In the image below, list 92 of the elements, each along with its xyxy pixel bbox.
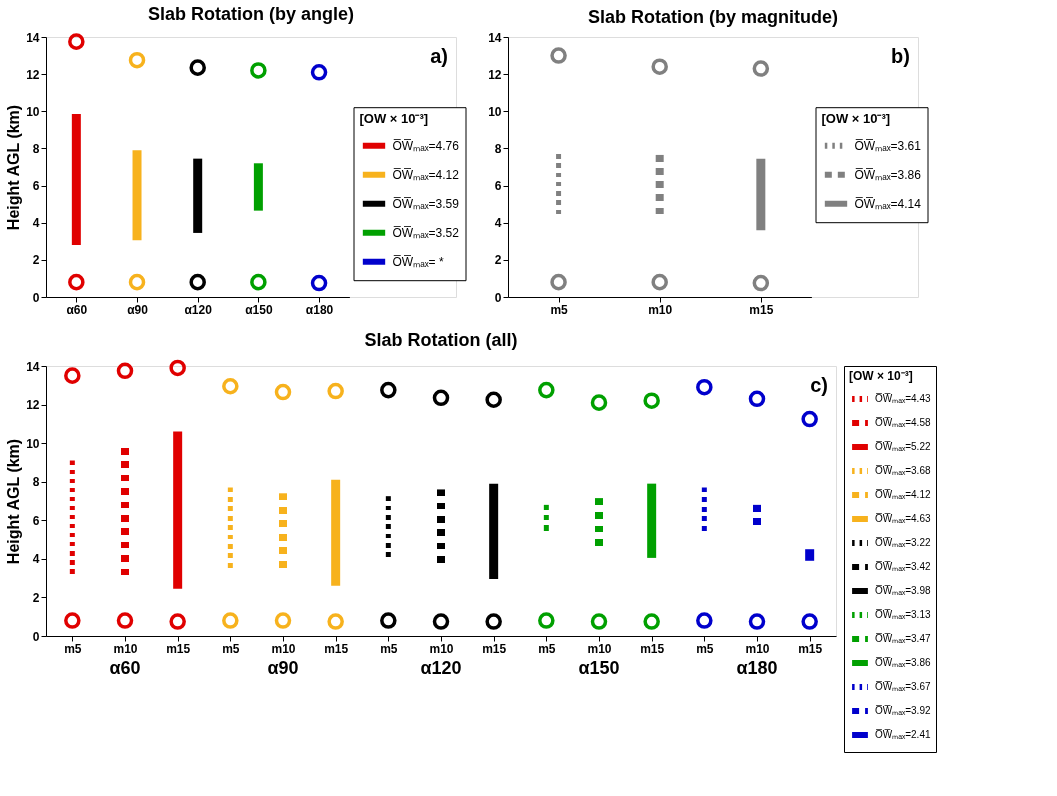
y-tick-label: 8 [32,141,40,156]
y-tick-label: 4 [494,216,502,231]
y-tick-label: 10 [488,104,502,119]
x-tick-label: α90 [127,302,149,317]
legend-label: O̅W̅ₘₐₓ=3.67 [875,681,931,692]
x-tick-label: m10 [745,641,770,656]
chart-title: Slab Rotation (by magnitude) [588,7,838,27]
text: b) [891,45,910,67]
legend-label: O̅W̅ₘₐₓ=4.58 [875,417,931,428]
y-tick-label: 12 [26,67,40,82]
y-tick-label: 4 [32,552,40,567]
legend-label: O̅W̅ₘₐₓ=3.86 [875,657,931,668]
legend-title: [OW × 10⁻³] [359,111,429,127]
legend-label: O̅W̅ₘₐₓ=4.63 [875,513,931,524]
y-tick-label: 12 [26,398,40,413]
x-tick-label: m5 [222,641,240,656]
legend-label: O̅W̅ₘₐₓ= * [392,254,444,269]
x-tick-label: m10 [587,641,612,656]
point [752,274,770,292]
y-tick-label: 10 [26,104,40,119]
legend-label: O̅W̅ₘₐₓ=3.47 [875,633,931,644]
legend-label: O̅W̅ₘₐₓ=3.98 [875,585,931,596]
y-tick-label: 4 [32,216,40,231]
y-tick-label: 8 [494,141,502,156]
y-axis-title: Height AGL (km) [5,104,23,231]
legend-label: O̅W̅ₘₐₓ=3.13 [875,609,931,620]
y-tick-label: 12 [488,67,502,82]
legend-label: O̅W̅ₘₐₓ=4.76 [392,138,460,153]
x-tick-label: m10 [271,641,296,656]
text: a) [430,45,448,67]
legend-title: [OW × 10⁻³] [849,369,913,383]
text: α120 [420,658,462,678]
legend-label: O̅W̅ₘₐₓ=3.68 [875,465,931,476]
y-tick-label: 14 [26,30,40,45]
x-tick-label: m5 [538,641,556,656]
y-tick-label: 0 [32,290,40,305]
text: α150 [578,658,620,678]
legend-label: O̅W̅ₘₐₓ=3.22 [875,537,931,548]
x-tick-label: α120 [184,302,213,317]
text: α60 [109,658,141,678]
legend-label: O̅W̅ₘₐₓ=4.43 [875,393,931,404]
point [550,273,567,291]
y-tick-label: 14 [488,30,502,45]
y-tick-label: 2 [32,253,40,268]
legend-title: [OW × 10⁻³] [821,111,891,127]
x-tick-label: m10 [648,302,673,317]
legend-label: O̅W̅ₘₐₓ=3.86 [854,167,922,182]
x-tick-label: m15 [640,641,665,656]
x-tick-label: m5 [550,302,569,317]
x-tick-label: m5 [696,641,714,656]
x-tick-label: m15 [482,641,507,656]
chart-title: Slab Rotation (by angle) [147,4,355,25]
legend-label: O̅W̅ₘₐₓ=2.41 [875,729,931,740]
legend-label: O̅W̅ₘₐₓ=3.42 [875,561,931,572]
point [550,47,567,64]
point [752,60,770,77]
y-tick-label: 10 [26,436,40,451]
legend-label: O̅W̅ₘₐₓ=3.52 [392,225,460,240]
x-tick-label: m10 [113,641,138,656]
y-tick-label: 6 [32,179,40,194]
y-axis-title: Height AGL (km) [5,438,23,565]
legend-label: O̅W̅ₘₐₓ=4.14 [854,196,922,211]
x-tick-label: m15 [749,302,774,317]
legend-label: O̅W̅ₘₐₓ=3.92 [875,705,931,716]
text: α90 [267,658,299,678]
legend-label: O̅W̅ₘₐₓ=3.59 [392,196,460,211]
x-tick-label: α180 [305,302,334,317]
x-tick-label: m15 [324,641,349,656]
legend-label: O̅W̅ₘₐₓ=5.22 [875,441,931,452]
legend-label: O̅W̅ₘₐₓ=3.61 [854,138,922,153]
x-tick-label: m15 [166,641,191,656]
y-tick-label: 6 [32,513,40,528]
x-tick-label: m5 [380,641,398,656]
y-tick-label: 0 [32,629,40,644]
y-tick-label: 0 [494,290,502,305]
chart-title: Slab Rotation (all) [364,330,518,351]
x-tick-label: α150 [245,302,273,317]
y-tick-label: 2 [32,590,40,605]
x-tick-label: m15 [798,641,823,656]
x-tick-label: α60 [66,302,88,317]
legend-label: O̅W̅ₘₐₓ=4.12 [875,489,931,500]
x-tick-label: m10 [429,641,454,656]
y-tick-label: 8 [32,475,40,490]
x-tick-label: m5 [64,641,82,656]
y-tick-label: 6 [494,179,502,194]
y-tick-label: 14 [26,359,40,374]
point [651,58,668,75]
point [651,273,668,291]
legend-label: O̅W̅ₘₐₓ=4.12 [392,167,460,182]
annotation: c) [810,374,828,396]
y-tick-label: 2 [494,253,502,268]
text: α180 [736,658,778,678]
